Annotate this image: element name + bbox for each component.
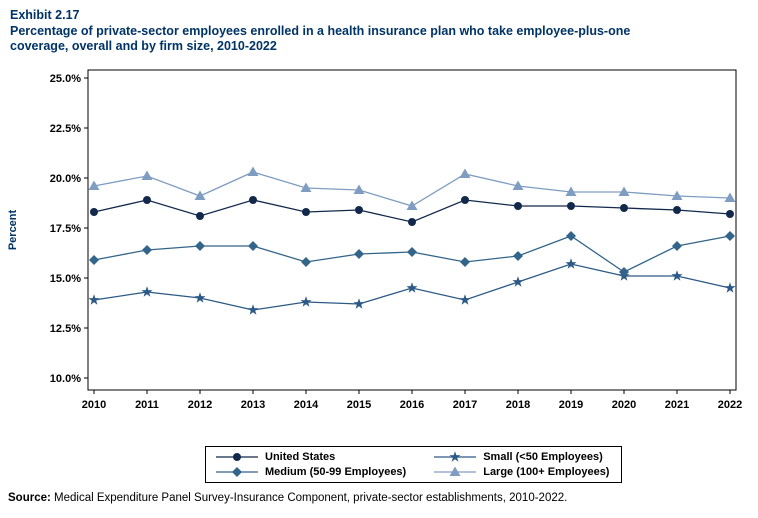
series-medium-50-99-employees (89, 231, 735, 277)
x-tick-label: 2018 (506, 399, 530, 411)
x-tick-label: 2010 (82, 399, 106, 411)
x-tick-label: 2016 (400, 399, 424, 411)
y-tick-label: 15.0% (50, 273, 81, 285)
y-tick-label: 25.0% (50, 73, 81, 85)
chart-title-line1: Percentage of private-sector employees e… (10, 24, 631, 39)
y-axis-title: Percent (7, 209, 19, 250)
x-tick-label: 2021 (665, 399, 689, 411)
x-tick-label: 2011 (135, 399, 159, 411)
legend-label: Small (<50 Employees) (483, 451, 603, 463)
plot-frame (87, 69, 737, 391)
x-tick-label: 2017 (453, 399, 477, 411)
legend-label: United States (265, 451, 336, 463)
x-tick-label: 2014 (294, 399, 319, 411)
chart-title-line2: coverage, overall and by firm size, 2010… (10, 38, 277, 53)
diamond-marker-icon (216, 467, 258, 477)
series-large-100-employees (88, 166, 736, 210)
legend: United States Small (<50 Employees) Medium… (205, 446, 623, 483)
y-tick-label: 22.5% (50, 123, 81, 135)
x-tick-label: 2012 (188, 399, 212, 411)
y-tick-label: 12.5% (50, 323, 81, 335)
legend-entry: United States (214, 450, 406, 464)
series-small-50-employees (88, 258, 736, 315)
x-tick-label: 2013 (241, 399, 265, 411)
legend-label: Medium (50-99 Employees) (265, 466, 407, 478)
y-tick-label: 20.0% (50, 173, 81, 185)
triangle-marker-icon (434, 466, 477, 476)
source-note: Source: Medical Expenditure Panel Survey… (8, 492, 567, 504)
x-tick-label: 2015 (347, 399, 371, 411)
legend-label: Large (100+ Employees) (483, 466, 610, 478)
circle-marker-icon (216, 453, 258, 461)
legend-entry: Small (<50 Employees) (432, 450, 609, 464)
x-tick-label: 2020 (612, 399, 636, 411)
y-tick-label: 17.5% (50, 223, 81, 235)
exhibit-number: Exhibit 2.17 (10, 8, 80, 22)
source-text: Medical Expenditure Panel Survey-Insuran… (50, 492, 568, 504)
source-label: Source: (8, 492, 51, 504)
x-tick-label: 2022 (718, 399, 742, 411)
y-tick-label: 10.0% (50, 373, 81, 385)
series-united-states (90, 196, 734, 226)
line-chart: Percent 25.0% 22.5% 20.0% 17.5% 15.0% 12.5% 10.… (7, 69, 742, 411)
legend-entry: Large (100+ Employees) (432, 465, 609, 479)
star-marker-icon (434, 451, 477, 462)
legend-entry: Medium (50-99 Employees) (214, 465, 406, 479)
x-tick-label: 2019 (559, 399, 583, 411)
chart-header: Exhibit 2.17 Percentage of private-secto… (10, 8, 748, 53)
